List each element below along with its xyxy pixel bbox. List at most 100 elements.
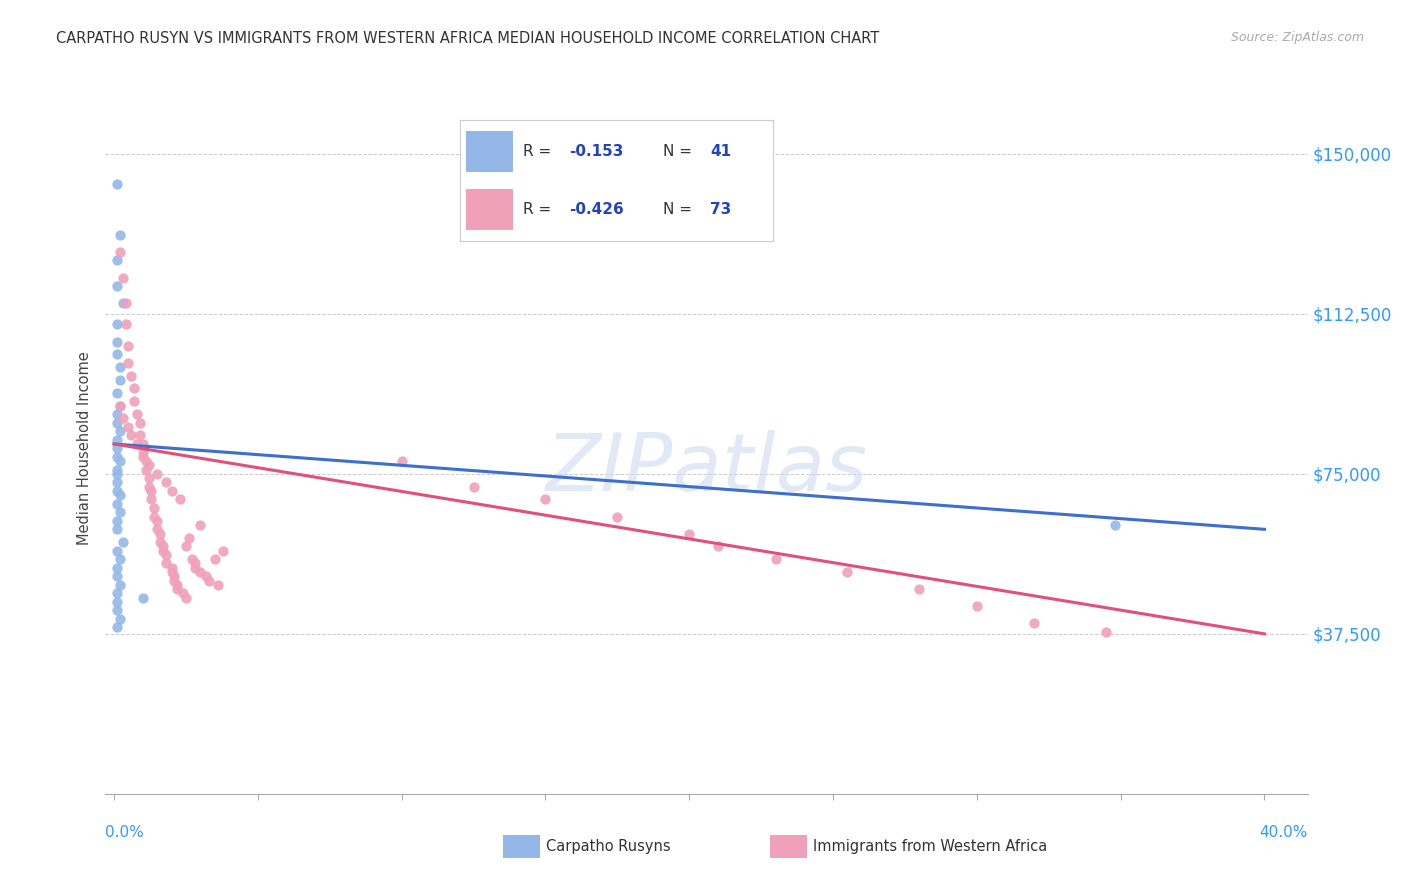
Text: ZIPatlas: ZIPatlas [546,430,868,508]
Point [152,540,174,554]
Text: 40.0%: 40.0% [1260,825,1308,840]
Point [105,560,128,574]
Point [166,578,188,592]
Point [707,540,730,554]
Point [105,475,128,490]
Point [117,420,139,434]
Point [108,399,131,413]
Point [132,445,155,459]
Point [534,492,557,507]
Point [169,492,191,507]
Point [105,334,128,349]
Point [163,569,186,583]
Point [138,480,160,494]
Point [105,279,128,293]
Point [1095,624,1118,639]
Point [141,483,163,498]
Point [966,599,988,614]
Point [172,586,194,600]
Point [105,620,128,634]
Point [108,505,131,519]
Point [105,483,128,498]
Point [1104,518,1126,533]
Point [108,360,131,375]
Point [105,586,128,600]
Point [105,416,128,430]
Point [127,407,149,421]
Point [135,454,157,468]
Point [155,548,177,562]
Point [105,385,128,400]
Point [908,582,931,596]
Point [204,552,226,566]
Point [108,373,131,387]
Point [188,565,212,579]
Text: Source: ZipAtlas.com: Source: ZipAtlas.com [1230,31,1364,45]
Point [160,565,183,579]
Point [606,509,628,524]
Point [132,450,155,464]
Point [108,399,131,413]
Text: CARPATHO RUSYN VS IMMIGRANTS FROM WESTERN AFRICA MEDIAN HOUSEHOLD INCOME CORRELA: CARPATHO RUSYN VS IMMIGRANTS FROM WESTER… [56,31,880,46]
Point [138,458,160,473]
Point [155,475,177,490]
Point [129,428,152,442]
Point [105,595,128,609]
Point [391,454,413,468]
Point [105,407,128,421]
Point [765,552,787,566]
Point [174,591,197,605]
Point [837,565,859,579]
Point [132,591,155,605]
Point [105,497,128,511]
Point [105,442,128,456]
Point [212,543,235,558]
Point [105,253,128,268]
Point [183,560,205,574]
Point [188,518,212,533]
Point [149,526,172,541]
Point [105,462,128,476]
Point [108,244,131,259]
Point [183,557,205,571]
Point [143,500,166,515]
Point [160,560,183,574]
Point [108,454,131,468]
Point [143,509,166,524]
Point [122,394,145,409]
Point [105,514,128,528]
Point [129,416,152,430]
Point [105,433,128,447]
Point [120,368,142,383]
Point [105,603,128,617]
Point [198,574,221,588]
Point [105,569,128,583]
Point [174,540,197,554]
Point [105,177,128,191]
Point [120,428,142,442]
Point [195,569,218,583]
Point [177,531,200,545]
Text: 0.0%: 0.0% [105,825,145,840]
Text: Immigrants from Western Africa: Immigrants from Western Africa [813,839,1047,854]
Point [141,492,163,507]
Point [105,543,128,558]
Point [111,535,134,549]
Point [108,424,131,438]
Point [163,574,186,588]
Point [132,437,155,451]
Point [114,318,136,332]
Point [180,552,202,566]
Point [108,612,131,626]
Point [117,339,139,353]
Text: Carpatho Rusyns: Carpatho Rusyns [546,839,671,854]
Point [111,296,134,310]
Point [166,582,188,596]
Point [105,522,128,536]
Point [463,480,485,494]
Point [135,462,157,476]
Point [146,522,169,536]
Point [111,270,134,285]
Point [127,437,149,451]
Point [155,557,177,571]
